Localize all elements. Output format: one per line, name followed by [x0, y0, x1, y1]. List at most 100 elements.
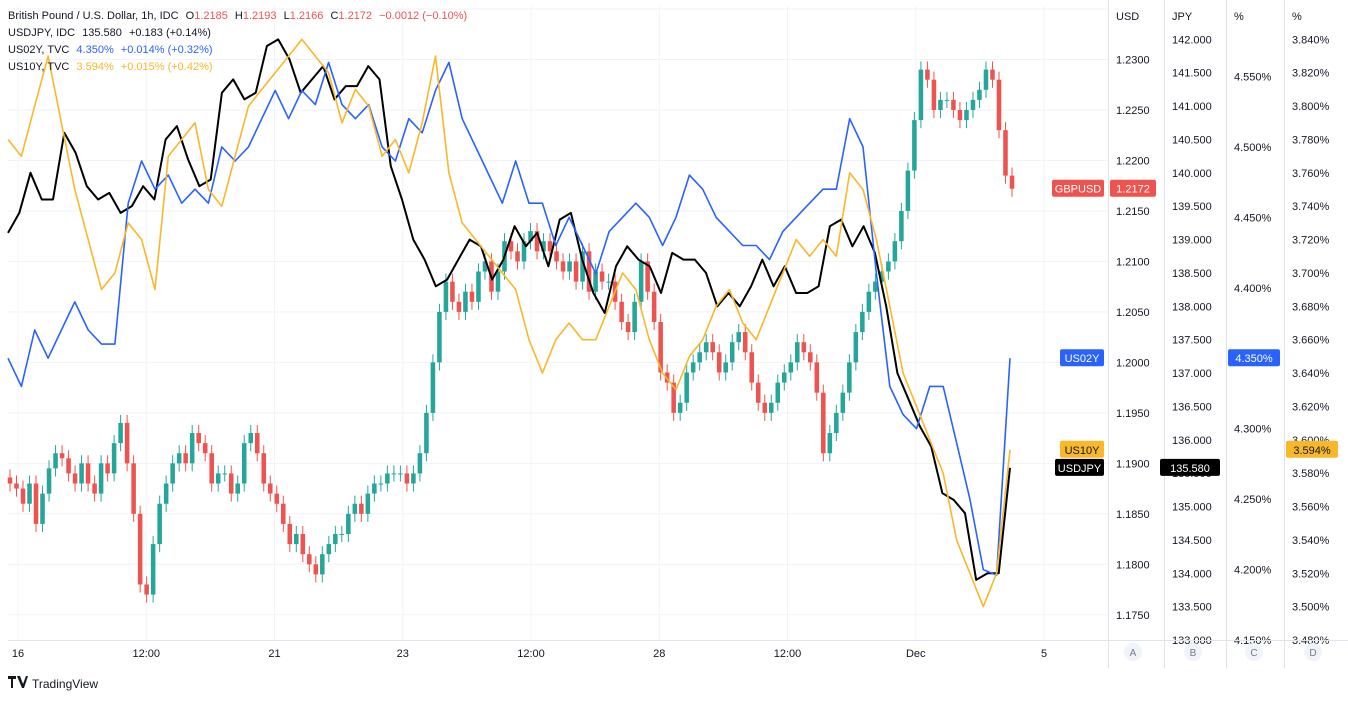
- candle-body: [625, 321, 631, 333]
- axis-tick-us10y_pct: 3.840%: [1292, 34, 1330, 46]
- candle-body: [716, 352, 722, 373]
- candle-body: [137, 513, 143, 585]
- legend-us02y[interactable]: US02Y, TVC 4.350% +0.014% (+0.32%): [8, 42, 471, 59]
- candle-body: [456, 301, 462, 312]
- candle-body: [795, 342, 800, 363]
- candle-body: [228, 473, 234, 494]
- candle-body: [925, 69, 930, 80]
- axis-tick-us10y_pct: 3.520%: [1292, 568, 1330, 580]
- tradingview-footer[interactable]: TradingView: [8, 676, 98, 691]
- candle-body: [274, 493, 280, 504]
- candle-body: [372, 483, 377, 494]
- axis-tick-jpy: 140.500: [1172, 134, 1212, 146]
- axis-tick-us10y_pct: 3.700%: [1292, 268, 1330, 280]
- candle-body: [157, 503, 162, 545]
- axis-tick-jpy: 140.000: [1172, 168, 1212, 180]
- axis-tick-us10y_pct: 3.820%: [1292, 68, 1330, 80]
- scale-button-A: [1124, 643, 1142, 661]
- line-us10y: [7, 38, 1011, 608]
- axis-tick-usd: 1.1750: [1116, 610, 1150, 622]
- tag-us10y-name: US10Y: [1065, 445, 1101, 457]
- candle-body: [163, 483, 169, 504]
- candle-body: [92, 483, 97, 494]
- axis-title-usd: USD: [1116, 11, 1139, 23]
- legend-c-label: C: [330, 10, 339, 22]
- candle-body: [775, 382, 781, 403]
- candle-body: [111, 443, 117, 474]
- candle-body: [834, 412, 839, 434]
- tag-us10y-value: 3.594%: [1293, 445, 1331, 457]
- candle-body: [53, 453, 58, 469]
- axis-tick-jpy: 139.000: [1172, 235, 1212, 247]
- candle-body: [755, 382, 761, 403]
- candle-body: [326, 544, 332, 555]
- axis-tick-usd: 1.2100: [1116, 256, 1150, 268]
- candle-body: [905, 170, 911, 211]
- candle-body: [202, 443, 208, 454]
- axis-title-jpy: JPY: [1172, 11, 1193, 23]
- candle-body: [411, 473, 416, 484]
- axis-tick-jpy: 138.000: [1172, 301, 1212, 313]
- candle-body: [710, 342, 715, 353]
- legend-gbpusd[interactable]: British Pound / U.S. Dollar, 1h, IDC O1.…: [8, 8, 471, 25]
- candle-body: [391, 473, 397, 475]
- axis-tick-us10y_pct: 3.800%: [1292, 101, 1330, 113]
- candle-body: [534, 231, 540, 252]
- legend-low: 1.2166: [289, 10, 324, 22]
- legend-usdjpy[interactable]: USDJPY, IDC 135.580 +0.183 (+0.14%): [8, 25, 471, 42]
- candle-body: [606, 281, 611, 283]
- axis-tick-us02y_pct: 4.400%: [1234, 283, 1272, 295]
- candle-body: [189, 433, 195, 464]
- axis-tick-usd: 1.1900: [1116, 458, 1150, 470]
- legend-high: 1.2193: [242, 10, 277, 22]
- tag-gbpusd-value: 1.2172: [1116, 184, 1150, 196]
- axis-tick-us10y_pct: 3.580%: [1292, 468, 1330, 480]
- x-tick-label: 5: [1041, 648, 1047, 660]
- candle-body: [541, 241, 546, 252]
- candle-body: [677, 402, 683, 413]
- candle-body: [768, 402, 774, 413]
- candle-body: [476, 271, 481, 302]
- candle-body: [105, 463, 110, 474]
- candle-body: [7, 477, 13, 484]
- axis-tick-jpy: 139.500: [1172, 201, 1212, 213]
- candle-body: [27, 483, 32, 504]
- candle-body: [320, 554, 325, 575]
- candle-body: [183, 453, 188, 464]
- candle-body: [307, 554, 312, 565]
- axis-tick-us10y_pct: 3.760%: [1292, 168, 1330, 180]
- axis-tick-us10y_pct: 3.660%: [1292, 335, 1330, 347]
- axis-tick-us02y_pct: 4.450%: [1234, 212, 1272, 224]
- candle-body: [267, 483, 273, 494]
- candle-body: [697, 352, 702, 363]
- candle-body: [300, 533, 306, 555]
- candle-body: [385, 473, 390, 484]
- axis-tick-jpy: 133.500: [1172, 602, 1212, 614]
- tag-gbpusd-name-bg: [1052, 179, 1104, 197]
- candle-body: [261, 453, 267, 484]
- candle-body: [59, 453, 65, 459]
- series-lines: [7, 38, 1011, 608]
- axis-tick-jpy: 141.000: [1172, 101, 1212, 113]
- legend-usdjpy-value: 135.580: [82, 27, 122, 39]
- candle-body: [951, 99, 956, 110]
- candle-body: [918, 69, 924, 121]
- axis-tick-usd: 1.2200: [1116, 155, 1150, 167]
- axis-tick-usd: 1.2150: [1116, 206, 1150, 218]
- candle-body: [821, 392, 826, 454]
- candle-body: [482, 261, 488, 272]
- candle-body: [176, 453, 182, 464]
- legend-us10y[interactable]: US10Y, TVC 3.594% +0.015% (+0.42%): [8, 59, 471, 76]
- candle-body: [124, 422, 130, 464]
- candle-body: [944, 99, 950, 101]
- axis-tick-us10y_pct: 3.720%: [1292, 235, 1330, 247]
- axis-tick-usd: 1.1800: [1116, 559, 1150, 571]
- legend-us02y-change: +0.014% (+0.32%): [120, 44, 213, 56]
- x-tick-label: 12:00: [517, 648, 545, 660]
- candle-body: [814, 362, 820, 393]
- legend-o-label: O: [185, 10, 195, 22]
- axis-tick-us10y_pct: 3.640%: [1292, 368, 1330, 380]
- candle-body: [1009, 175, 1015, 189]
